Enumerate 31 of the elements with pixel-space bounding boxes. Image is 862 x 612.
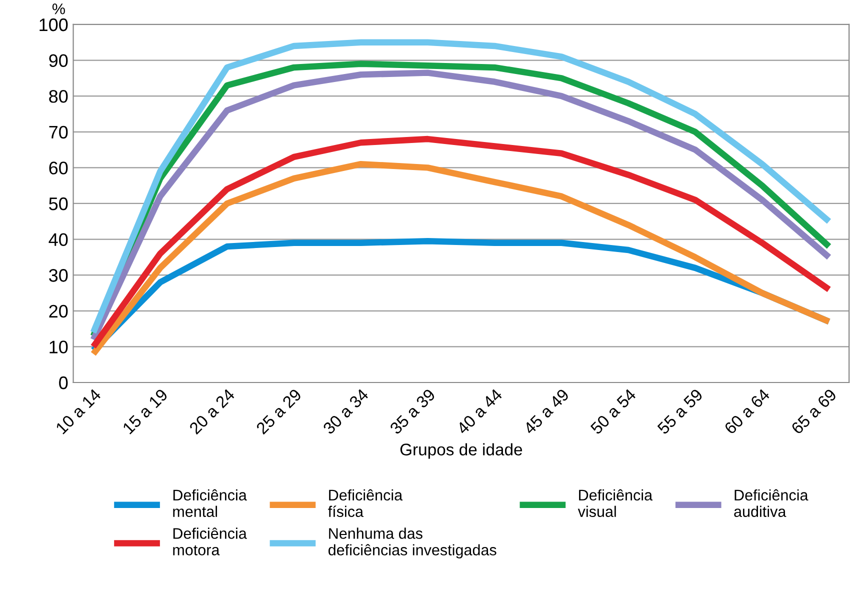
- x-axis-title: Grupos de idade: [400, 443, 522, 459]
- x-tick-label: 20 a 24: [188, 388, 236, 435]
- y-tick-label: 30: [49, 269, 68, 282]
- y-axis-title: %: [52, 4, 65, 14]
- legend-label: Deficiência visual: [578, 489, 653, 518]
- legend-label: Nenhuma das deficiências investigadas: [328, 528, 496, 558]
- x-tick-label: 65 a 69: [790, 388, 838, 435]
- y-tick-label: 100: [40, 18, 68, 32]
- x-tick-label: 35 a 39: [389, 388, 436, 435]
- x-tick-label: 40 a 44: [456, 388, 503, 436]
- x-tick-label: 45 a 49: [522, 388, 570, 436]
- y-tick-label: 70: [49, 126, 68, 139]
- y-tick-label: 0: [59, 376, 68, 390]
- y-tick-label: 90: [49, 54, 68, 67]
- x-tick-label: 55 a 59: [656, 388, 704, 435]
- legend-label: Deficiência mental: [173, 489, 247, 518]
- x-tick-label: 50 a 54: [590, 388, 637, 435]
- y-tick-label: 40: [48, 233, 68, 246]
- x-tick-label: 10 a 14: [55, 388, 102, 434]
- x-tick-label: 60 a 64: [724, 388, 770, 435]
- y-tick-label: 10: [50, 340, 68, 354]
- legend-label: Deficiência auditiva: [734, 489, 808, 518]
- legend-label: Deficiência física: [328, 489, 403, 518]
- x-tick-label: 30 a 34: [322, 388, 370, 435]
- y-tick-label: 60: [49, 162, 68, 174]
- y-tick-label: 20: [49, 304, 68, 318]
- x-tick-label: 15 a 19: [122, 388, 168, 434]
- y-tick-label: 80: [49, 90, 68, 103]
- legend-label: Deficiência motora: [173, 528, 247, 556]
- y-tick-label: 50: [49, 197, 68, 210]
- x-tick-label: 25 a 29: [256, 388, 302, 435]
